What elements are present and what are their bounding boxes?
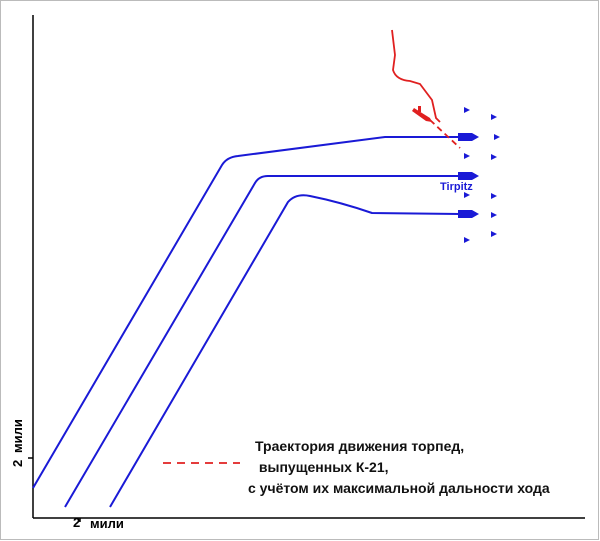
legend-line: выпущенных К-21, [255, 459, 389, 475]
x-scale-number: 2 [73, 515, 80, 530]
legend: Траектория движения торпед, выпущенных К… [248, 438, 550, 496]
ship-label: Tirpitz [440, 181, 473, 193]
y-scale: 2 мили [10, 419, 25, 467]
legend-line: с учётом их максимальной дальности хода [248, 480, 550, 496]
y-scale-number: 2 [10, 460, 25, 467]
y-scale-unit: мили [10, 419, 25, 453]
torpedo-tracks [32, 136, 461, 508]
submarine-track [163, 29, 461, 464]
axes [28, 15, 585, 522]
legend-line: Траектория движения торпед, [255, 438, 464, 454]
submarine [412, 106, 432, 122]
x-scale-unit: мили [90, 516, 124, 531]
ships [458, 107, 500, 243]
